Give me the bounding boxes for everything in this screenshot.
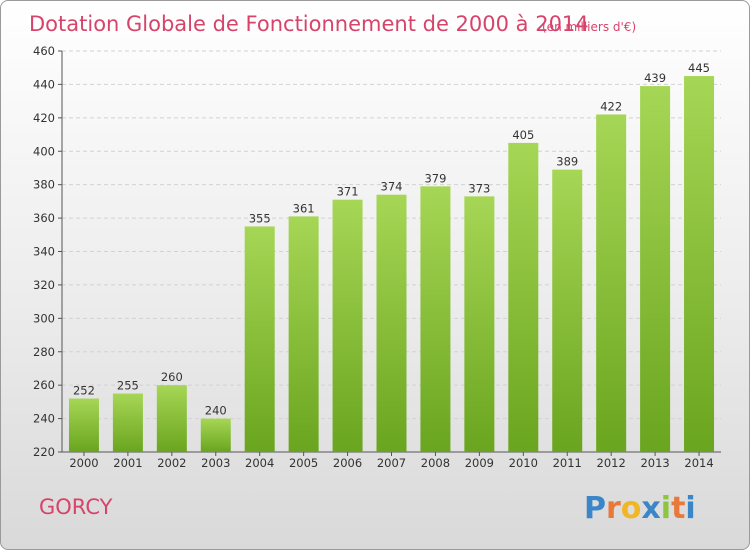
proxiti-logo: Proxiti xyxy=(584,491,696,526)
bar-value-label: 405 xyxy=(512,128,534,142)
chart-unit: (en milliers d'€) xyxy=(542,20,636,34)
bar xyxy=(200,418,231,452)
logo-letter: r xyxy=(606,491,621,526)
x-tick-label: 2012 xyxy=(597,456,626,470)
bar-value-label: 379 xyxy=(424,171,446,185)
bar xyxy=(68,398,99,452)
x-tick-label: 2009 xyxy=(465,456,494,470)
bar-value-label: 240 xyxy=(205,404,227,418)
y-tick-label: 300 xyxy=(33,311,55,325)
labels: 252 255 260 240 355 361 371 374 379 373 405 389 422 4… xyxy=(73,61,710,418)
logo-letter: t xyxy=(671,491,685,526)
y-tick-label: 380 xyxy=(33,178,55,192)
bar-value-label: 422 xyxy=(600,99,622,113)
bar-value-label: 252 xyxy=(73,384,95,398)
bar-value-label: 260 xyxy=(161,370,183,384)
logo-letter: i xyxy=(661,491,671,526)
x-tick-label: 2004 xyxy=(245,456,274,470)
commune-name: GORCY xyxy=(39,495,113,519)
bar xyxy=(156,385,187,452)
logo-letter: x xyxy=(641,491,660,526)
x-tick-label: 2005 xyxy=(289,456,318,470)
bar xyxy=(464,196,495,452)
x-tick-label: 2003 xyxy=(201,456,230,470)
bar xyxy=(508,142,539,453)
y-tick-label: 460 xyxy=(33,44,55,58)
bar xyxy=(684,76,715,452)
logo-letter: i xyxy=(685,491,695,526)
x-tick-label: 2010 xyxy=(509,456,538,470)
x-tick-label: 2011 xyxy=(553,456,582,470)
y-tick-label: 340 xyxy=(33,245,55,259)
bar xyxy=(552,169,583,453)
logo-letter: P xyxy=(584,491,606,526)
x-tick-label: 2006 xyxy=(333,456,362,470)
y-tick-label: 240 xyxy=(33,412,55,426)
bar-value-label: 373 xyxy=(468,181,490,195)
y-tick-label: 420 xyxy=(33,111,55,125)
bar xyxy=(244,226,275,452)
bar-value-label: 361 xyxy=(293,201,315,215)
y-tick-label: 440 xyxy=(33,77,55,91)
x-tick-label: 2008 xyxy=(421,456,450,470)
x-tick-label: 2001 xyxy=(113,456,142,470)
x-tick-label: 2000 xyxy=(69,456,98,470)
bar xyxy=(332,199,363,452)
bar xyxy=(420,186,451,452)
y-tick-label: 400 xyxy=(33,144,55,158)
logo-letter: o xyxy=(621,491,642,526)
bar xyxy=(112,393,143,452)
bar xyxy=(596,114,627,452)
y-tick-label: 220 xyxy=(33,445,55,459)
y-tick-label: 260 xyxy=(33,378,55,392)
bar-value-label: 355 xyxy=(249,211,271,225)
y-tick-label: 280 xyxy=(33,345,55,359)
x-tick-label: 2013 xyxy=(640,456,669,470)
bar xyxy=(640,86,671,453)
x-tick-label: 2007 xyxy=(377,456,406,470)
bar-value-label: 445 xyxy=(688,61,710,75)
y-tick-label: 360 xyxy=(33,211,55,225)
bar-value-label: 439 xyxy=(644,71,666,85)
bar-value-label: 374 xyxy=(381,180,403,194)
bar-value-label: 389 xyxy=(556,155,578,169)
chart-title: Dotation Globale de Fonctionnement de 20… xyxy=(29,12,589,36)
bar xyxy=(288,216,319,452)
y-tick-label: 320 xyxy=(33,278,55,292)
x-tick-label: 2002 xyxy=(157,456,186,470)
bar xyxy=(376,194,407,453)
bars xyxy=(68,76,715,453)
bar-value-label: 255 xyxy=(117,379,139,393)
bar-value-label: 371 xyxy=(337,185,359,199)
x-tick-label: 2014 xyxy=(684,456,713,470)
